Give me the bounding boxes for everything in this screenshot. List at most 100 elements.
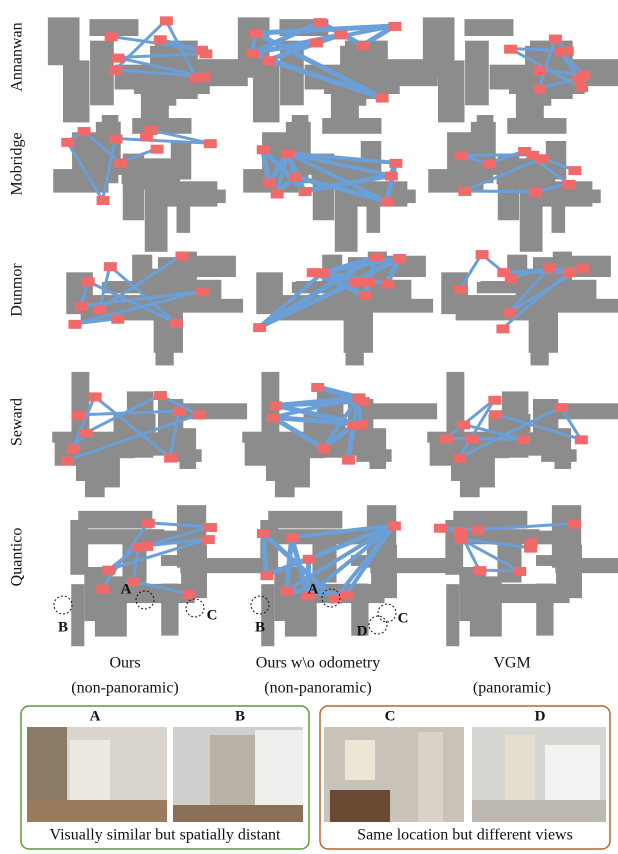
graph-node (561, 47, 574, 56)
graph-node (504, 45, 517, 54)
map (48, 16, 254, 124)
graph-node (102, 566, 115, 575)
graph-node (190, 74, 203, 83)
graph-node (381, 197, 394, 206)
map-wall (84, 567, 111, 621)
column-label: (non-panoramic) (264, 680, 372, 697)
column-label: Ours (109, 655, 140, 672)
graph-node (543, 264, 556, 273)
graph-node (342, 456, 355, 465)
graph-node (388, 521, 401, 530)
column-label: Ours w\o odometry (256, 655, 380, 672)
map-wall (477, 444, 495, 488)
graph-node (393, 254, 406, 263)
graph-node (381, 280, 394, 289)
graph-node (513, 567, 526, 576)
map-wall (71, 372, 89, 435)
graph-node (458, 187, 471, 196)
map-wall (253, 60, 280, 122)
graph-node (72, 411, 85, 420)
figure: AnnanwanMobridgeDunmorSewardQuanticoOurs… (0, 0, 618, 854)
graph-node (105, 32, 118, 41)
graph-node (286, 533, 299, 542)
map-wall (177, 186, 191, 233)
graph-node (568, 166, 581, 175)
map-wall (335, 189, 358, 251)
graph-node (457, 420, 470, 429)
row-label: Mobridge (9, 132, 26, 195)
graph-node (533, 66, 546, 75)
marker-label: C (398, 610, 409, 626)
graph-node (340, 591, 353, 600)
map-wall (71, 584, 84, 646)
photo-label: C (385, 708, 396, 724)
graph-node (317, 444, 330, 453)
graph-node (173, 407, 186, 416)
graph-edge (464, 191, 535, 192)
map-wall (507, 118, 566, 134)
column-label: (non-panoramic) (71, 680, 179, 697)
graph-node (357, 41, 370, 50)
map-wall (536, 584, 553, 636)
map-wall (124, 169, 165, 190)
map-wall (145, 189, 168, 251)
map-wall (369, 428, 386, 469)
map (434, 505, 618, 646)
graph-node (170, 319, 183, 328)
graph-node (109, 66, 122, 75)
graph-node (497, 268, 510, 277)
map-wall (465, 41, 489, 106)
graph-node (473, 566, 486, 575)
graph-node (202, 535, 215, 544)
graph-node (536, 154, 549, 163)
graph-node (61, 138, 74, 147)
graph-node (282, 149, 295, 158)
graph-node (471, 526, 484, 535)
map-wall (179, 428, 196, 469)
map-wall (102, 444, 120, 488)
map (441, 250, 618, 365)
map (238, 17, 444, 124)
marker-label: B (255, 619, 265, 635)
graph-node (307, 268, 320, 277)
row-label: Quantico (9, 528, 26, 587)
graph-node (568, 520, 581, 529)
graph-node (347, 421, 360, 430)
graph-edge (263, 533, 267, 575)
graph-node (483, 160, 496, 169)
graph-node (334, 31, 347, 40)
marker-label: C (207, 607, 218, 623)
graph-node (193, 410, 206, 419)
map (253, 252, 433, 366)
graph-node (154, 35, 167, 44)
graph-node (246, 49, 259, 58)
graph-node (453, 454, 466, 463)
graph-node (517, 435, 530, 444)
map-wall (359, 299, 433, 313)
photo (27, 727, 167, 822)
graph-node (311, 383, 324, 392)
graph-node (199, 49, 212, 58)
graph-node (576, 264, 589, 273)
map-wall (464, 19, 513, 36)
map-wall (438, 60, 465, 122)
graph-node (376, 94, 389, 103)
map-wall (169, 299, 243, 313)
graph-node (524, 544, 537, 553)
row-label: Dunmor (9, 263, 26, 317)
panel-caption: Same location but different views (357, 827, 573, 844)
map (243, 115, 415, 252)
graph-node (111, 54, 124, 63)
map-wall (369, 403, 437, 419)
graph-node (314, 18, 327, 27)
graph-node (104, 262, 117, 271)
row-label: Seward (9, 398, 26, 446)
map (70, 505, 265, 646)
graph-node (89, 392, 102, 401)
graph-node (563, 180, 576, 189)
graph-node (303, 555, 316, 564)
marker-label: A (308, 581, 319, 597)
graph-node (573, 74, 586, 83)
graph-node (183, 590, 196, 599)
graph-node (434, 524, 447, 533)
